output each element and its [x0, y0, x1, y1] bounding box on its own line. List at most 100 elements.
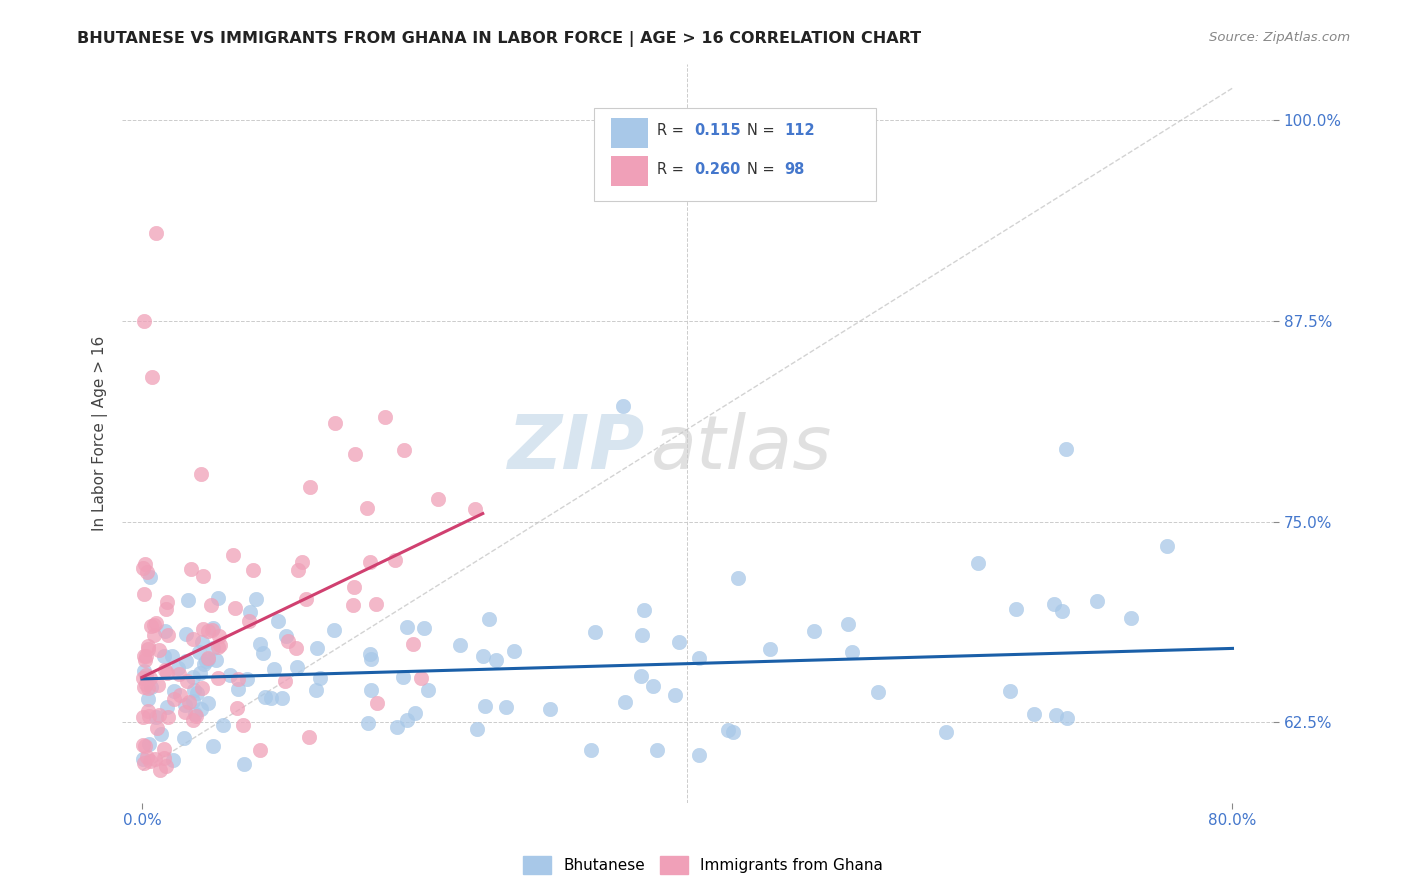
- Point: [134, 739, 156, 754]
- Point: [245, 591, 267, 606]
- Point: [188, 645, 211, 659]
- Point: [132, 672, 155, 686]
- Point: [132, 752, 155, 766]
- Point: [641, 679, 664, 693]
- Point: [134, 557, 156, 571]
- Text: 0.115: 0.115: [695, 123, 741, 138]
- Point: [208, 629, 231, 643]
- Point: [688, 748, 710, 763]
- Point: [148, 643, 170, 657]
- Point: [135, 648, 157, 663]
- Point: [181, 694, 204, 708]
- Point: [212, 718, 235, 732]
- Point: [249, 637, 271, 651]
- Point: [645, 743, 668, 757]
- Point: [132, 756, 155, 770]
- Point: [413, 621, 436, 635]
- Point: [343, 447, 366, 461]
- Point: [132, 709, 155, 723]
- Point: [201, 739, 224, 753]
- Text: R =: R =: [657, 123, 689, 138]
- Point: [404, 706, 426, 721]
- Point: [143, 752, 166, 766]
- Point: [427, 491, 450, 506]
- Point: [190, 681, 212, 695]
- Point: [841, 645, 863, 659]
- Point: [153, 742, 176, 756]
- Point: [201, 623, 224, 637]
- Point: [136, 641, 159, 656]
- Point: [252, 646, 274, 660]
- Point: [136, 639, 159, 653]
- Point: [581, 742, 603, 756]
- Point: [188, 666, 211, 681]
- Text: BHUTANESE VS IMMIGRANTS FROM GHANA IN LABOR FORCE | AGE > 16 CORRELATION CHART: BHUTANESE VS IMMIGRANTS FROM GHANA IN LA…: [77, 31, 921, 47]
- Point: [585, 625, 607, 640]
- Point: [179, 695, 201, 709]
- Point: [366, 697, 388, 711]
- Point: [232, 718, 254, 732]
- Point: [416, 683, 439, 698]
- Point: [207, 640, 229, 654]
- Point: [184, 709, 207, 723]
- Point: [176, 674, 198, 689]
- Point: [1045, 707, 1067, 722]
- Point: [201, 621, 224, 635]
- Point: [156, 628, 179, 642]
- Point: [967, 556, 990, 570]
- Point: [218, 668, 240, 682]
- Point: [1119, 611, 1142, 625]
- FancyBboxPatch shape: [612, 118, 648, 147]
- Point: [359, 555, 381, 569]
- Text: Source: ZipAtlas.com: Source: ZipAtlas.com: [1209, 31, 1350, 45]
- Point: [134, 664, 156, 678]
- Point: [803, 624, 825, 639]
- Point: [176, 627, 198, 641]
- Point: [1042, 598, 1064, 612]
- Point: [200, 598, 222, 612]
- Point: [233, 756, 256, 771]
- Text: 112: 112: [783, 123, 814, 138]
- Point: [134, 653, 156, 667]
- Point: [225, 700, 247, 714]
- Point: [181, 670, 204, 684]
- Text: 0.260: 0.260: [695, 162, 741, 178]
- Point: [474, 698, 496, 713]
- Point: [294, 592, 316, 607]
- Point: [148, 708, 170, 723]
- Point: [284, 641, 307, 656]
- Point: [135, 668, 157, 682]
- Point: [204, 653, 226, 667]
- Point: [162, 753, 184, 767]
- Point: [181, 632, 204, 646]
- Point: [146, 678, 169, 692]
- Text: 98: 98: [783, 162, 804, 178]
- Point: [138, 708, 160, 723]
- Point: [190, 467, 212, 482]
- Point: [146, 721, 169, 735]
- Point: [197, 696, 219, 710]
- Point: [163, 684, 186, 698]
- Point: [195, 654, 218, 668]
- Point: [287, 563, 309, 577]
- Point: [449, 638, 471, 652]
- Point: [145, 709, 167, 723]
- Point: [222, 548, 245, 562]
- Point: [153, 649, 176, 664]
- Point: [174, 654, 197, 668]
- Point: [226, 672, 249, 686]
- Point: [1052, 604, 1074, 618]
- Point: [181, 713, 204, 727]
- Point: [143, 628, 166, 642]
- Point: [387, 720, 409, 734]
- Point: [197, 650, 219, 665]
- Point: [132, 680, 155, 694]
- Point: [364, 597, 387, 611]
- Text: N =: N =: [747, 162, 779, 178]
- Point: [391, 670, 413, 684]
- Point: [138, 692, 160, 706]
- Point: [485, 653, 508, 667]
- Point: [191, 569, 214, 583]
- Point: [304, 683, 326, 698]
- Point: [249, 743, 271, 757]
